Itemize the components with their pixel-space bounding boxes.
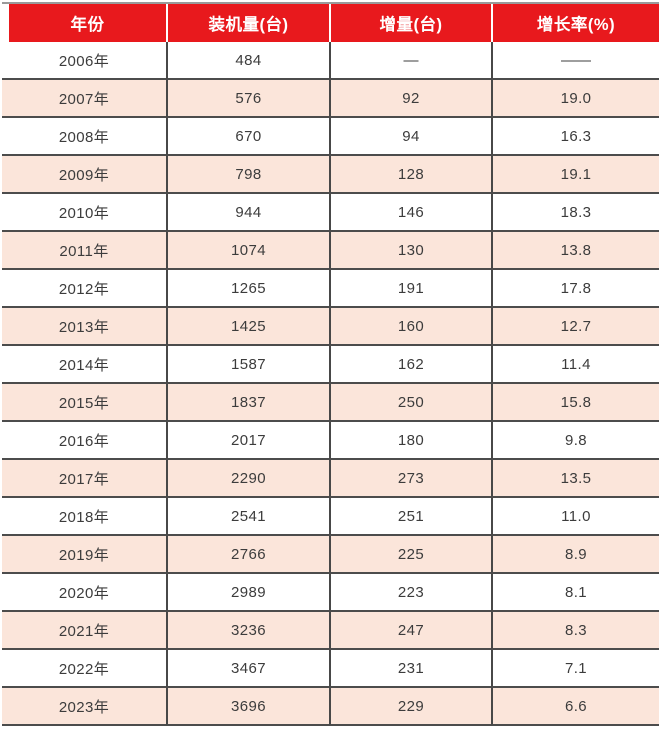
table-row: 2022年 3467 231 7.1 [2, 650, 659, 688]
table-row: 2017年 2290 273 13.5 [2, 460, 659, 498]
cell-installed: 3467 [166, 650, 329, 688]
cell-installed: 1837 [166, 384, 329, 422]
header-row: 年份 装机量(台) 增量(台) 增长率(%) [2, 4, 659, 42]
cell-year: 2008年 [2, 118, 166, 156]
cell-year: 2009年 [2, 156, 166, 194]
cell-installed: 3696 [166, 688, 329, 726]
cell-increment: 229 [329, 688, 491, 726]
cell-installed: 2989 [166, 574, 329, 612]
cell-growth: 11.4 [491, 346, 659, 384]
cell-installed: 3236 [166, 612, 329, 650]
table-row: 2013年 1425 160 12.7 [2, 308, 659, 346]
table-row: 2014年 1587 162 11.4 [2, 346, 659, 384]
cell-increment: 160 [329, 308, 491, 346]
table-header: 年份 装机量(台) 增量(台) 增长率(%) [2, 4, 659, 42]
cell-year: 2016年 [2, 422, 166, 460]
cell-installed: 944 [166, 194, 329, 232]
cell-year: 2022年 [2, 650, 166, 688]
cell-increment: 223 [329, 574, 491, 612]
cell-year: 2021年 [2, 612, 166, 650]
cell-growth: 13.5 [491, 460, 659, 498]
table-row: 2006年 484— —— [2, 42, 659, 80]
table-row: 2018年 2541 251 11.0 [2, 498, 659, 536]
cell-increment: 94 [329, 118, 491, 156]
cell-installed: 2541 [166, 498, 329, 536]
table-row: 2010年 944 146 18.3 [2, 194, 659, 232]
cell-installed: 576 [166, 80, 329, 118]
cell-increment: 247 [329, 612, 491, 650]
cell-growth: 18.3 [491, 194, 659, 232]
cell-increment: 231 [329, 650, 491, 688]
table-row: 2016年 2017 180 9.8 [2, 422, 659, 460]
cell-year: 2013年 [2, 308, 166, 346]
cell-installed: 1587 [166, 346, 329, 384]
table-row: 2007年 576 92 19.0 [2, 80, 659, 118]
cell-increment: — [329, 42, 491, 80]
col-header-year: 年份 [2, 4, 166, 42]
cell-growth: 12.7 [491, 308, 659, 346]
cell-growth: —— [491, 42, 659, 80]
cell-growth: 6.6 [491, 688, 659, 726]
cell-growth: 13.8 [491, 232, 659, 270]
cell-increment: 92 [329, 80, 491, 118]
cell-year: 2019年 [2, 536, 166, 574]
table-row: 2012年 1265 191 17.8 [2, 270, 659, 308]
cell-year: 2012年 [2, 270, 166, 308]
cell-increment: 191 [329, 270, 491, 308]
cell-installed: 2766 [166, 536, 329, 574]
cell-increment: 130 [329, 232, 491, 270]
cell-increment: 162 [329, 346, 491, 384]
cell-year: 2014年 [2, 346, 166, 384]
cell-year: 2011年 [2, 232, 166, 270]
cell-growth: 19.0 [491, 80, 659, 118]
cell-increment: 250 [329, 384, 491, 422]
cell-year: 2018年 [2, 498, 166, 536]
col-header-growth: 增长率(%) [491, 4, 659, 42]
table-row: 2011年 1074 130 13.8 [2, 232, 659, 270]
cell-increment: 273 [329, 460, 491, 498]
cell-increment: 180 [329, 422, 491, 460]
table-row: 2023年 3696 229 6.6 [2, 688, 659, 726]
cell-growth: 8.1 [491, 574, 659, 612]
cell-year: 2007年 [2, 80, 166, 118]
table-row: 2019年 2766 225 8.9 [2, 536, 659, 574]
cell-growth: 8.9 [491, 536, 659, 574]
col-header-increment: 增量(台) [329, 4, 491, 42]
cell-growth: 17.8 [491, 270, 659, 308]
cell-growth: 15.8 [491, 384, 659, 422]
cell-year: 2015年 [2, 384, 166, 422]
cell-growth: 7.1 [491, 650, 659, 688]
cell-growth: 9.8 [491, 422, 659, 460]
cell-increment: 128 [329, 156, 491, 194]
cell-installed: 1074 [166, 232, 329, 270]
cell-year: 2020年 [2, 574, 166, 612]
cell-installed: 1425 [166, 308, 329, 346]
table-row: 2021年 3236 247 8.3 [2, 612, 659, 650]
table-row: 2009年 798 128 19.1 [2, 156, 659, 194]
table-body: 2006年 484— —— 2007年 576 92 19.0 2008年 670 94 16.3 2… [2, 42, 659, 726]
cell-increment: 225 [329, 536, 491, 574]
cell-year: 2006年 [2, 42, 166, 80]
cell-growth: 16.3 [491, 118, 659, 156]
cell-installed: 484 [166, 42, 329, 80]
table-row: 2015年 1837 250 15.8 [2, 384, 659, 422]
cell-year: 2010年 [2, 194, 166, 232]
cell-year: 2023年 [2, 688, 166, 726]
cell-growth: 19.1 [491, 156, 659, 194]
cell-installed: 2290 [166, 460, 329, 498]
cell-increment: 251 [329, 498, 491, 536]
cell-installed: 670 [166, 118, 329, 156]
col-header-installed: 装机量(台) [166, 4, 329, 42]
cell-installed: 1265 [166, 270, 329, 308]
cell-year: 2017年 [2, 460, 166, 498]
cell-installed: 798 [166, 156, 329, 194]
cell-growth: 8.3 [491, 612, 659, 650]
cell-installed: 2017 [166, 422, 329, 460]
cell-growth: 11.0 [491, 498, 659, 536]
table-row: 2020年 2989 223 8.1 [2, 574, 659, 612]
table-row: 2008年 670 94 16.3 [2, 118, 659, 156]
cell-increment: 146 [329, 194, 491, 232]
